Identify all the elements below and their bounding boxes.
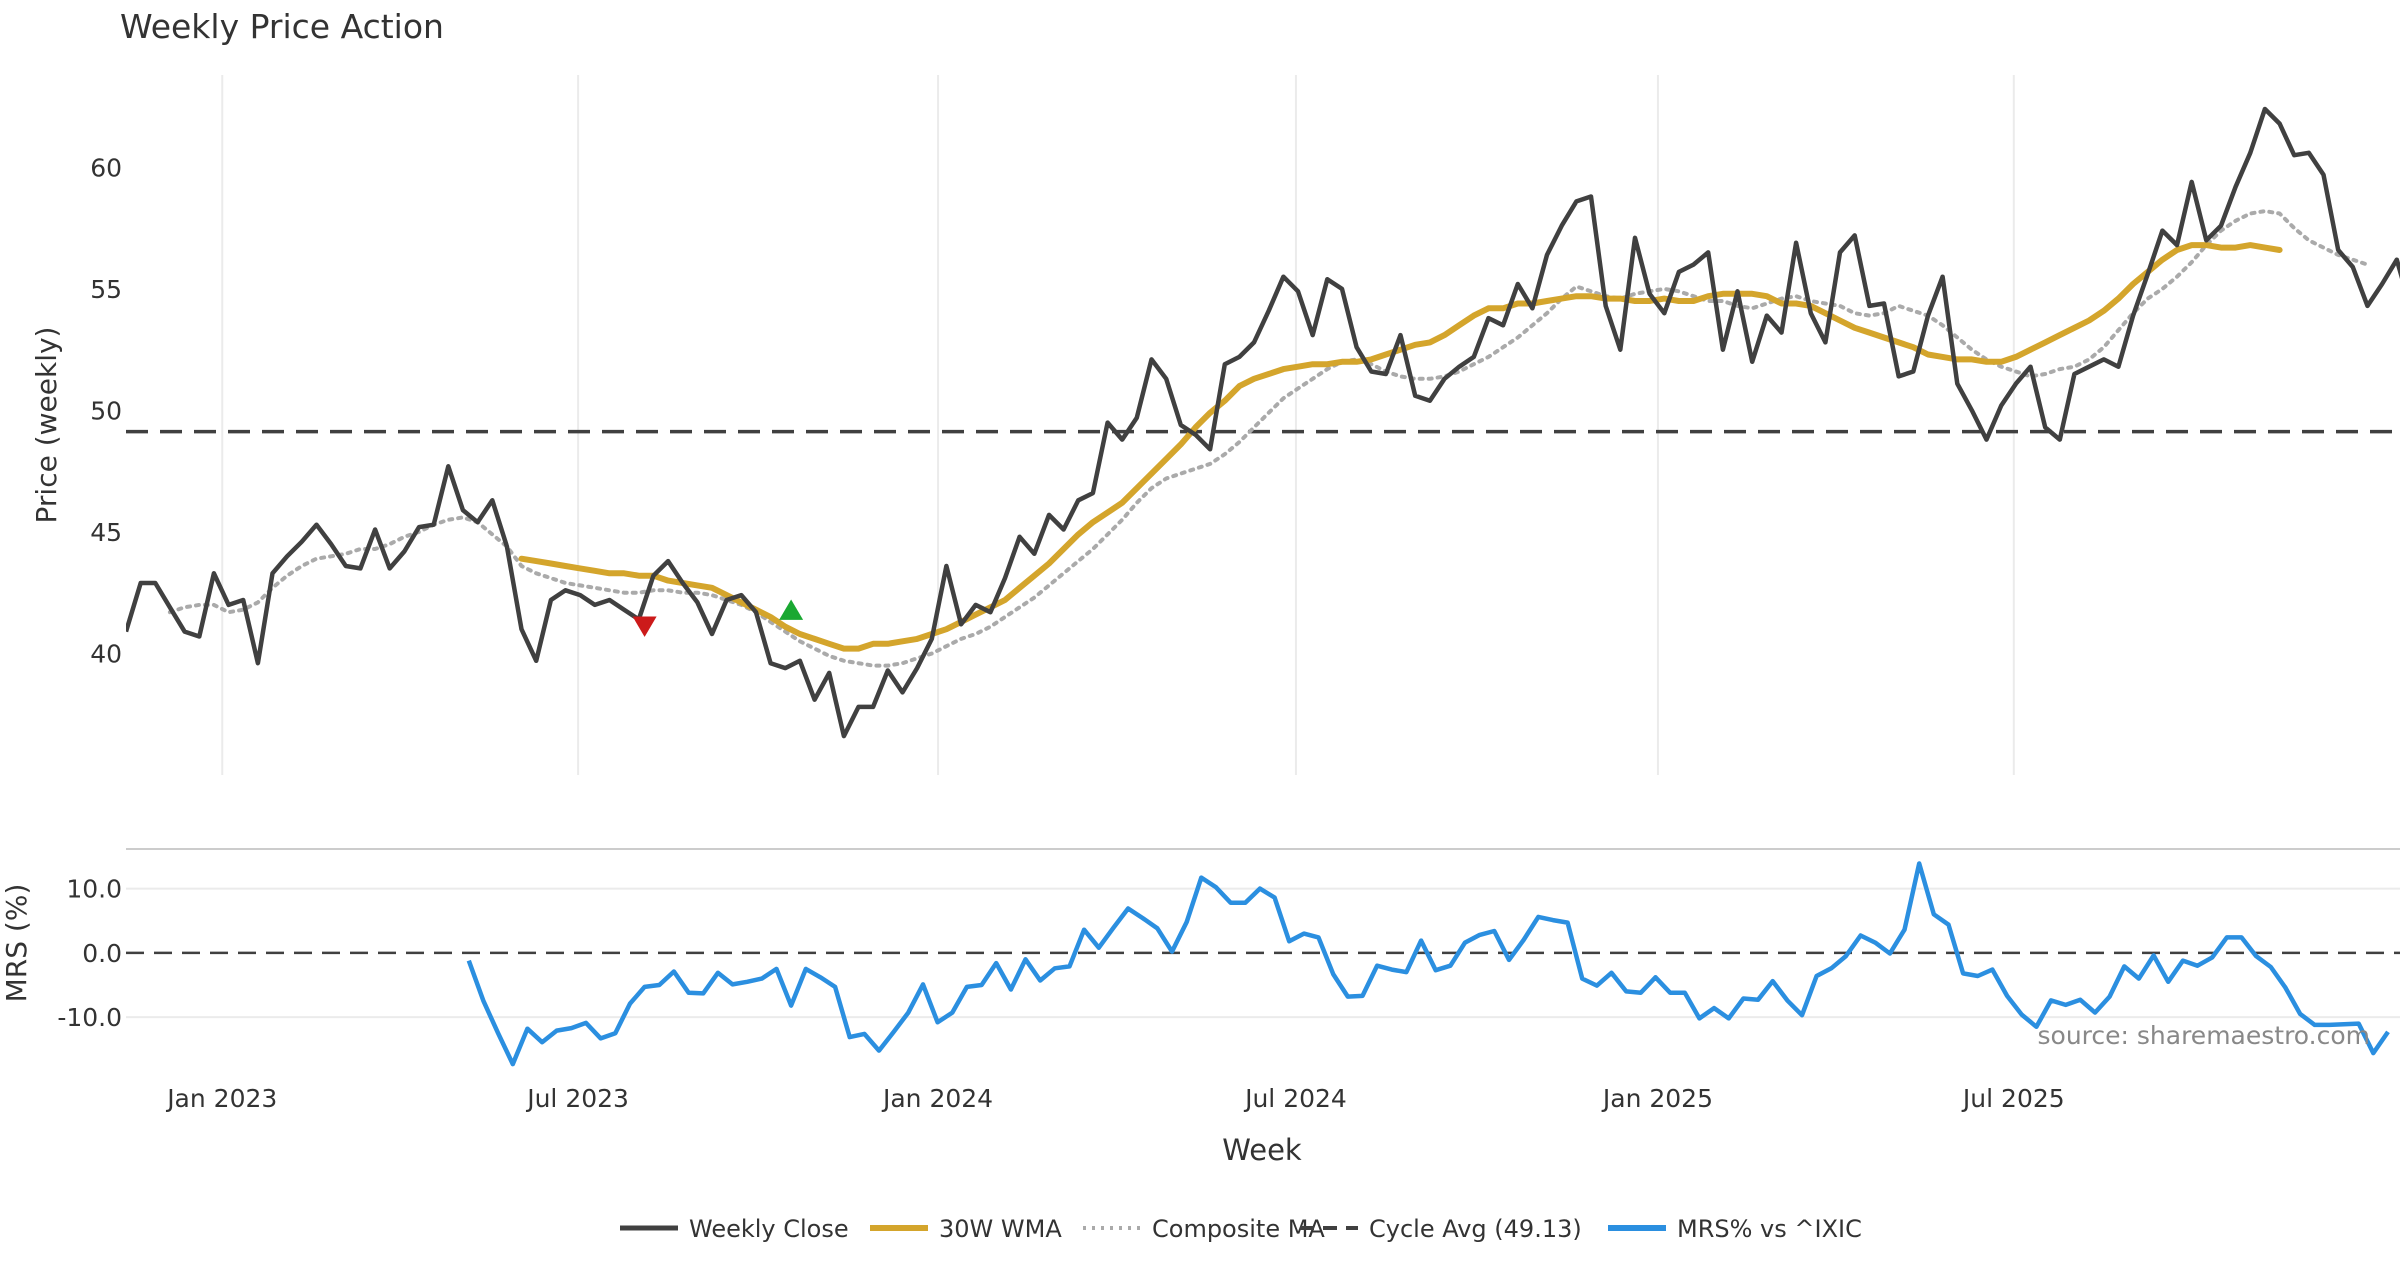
mrs-y-axis-label: MRS (%) [0, 884, 33, 1003]
x-tick-label: Jul 2024 [1243, 1084, 1347, 1113]
x-tick-label: Jan 2023 [165, 1084, 277, 1113]
price-y-ticks: 40 45 50 55 60 [90, 153, 122, 668]
legend-label: Composite MA [1152, 1215, 1325, 1243]
sell-signal [632, 616, 657, 637]
x-axis-label: Week [1222, 1133, 1302, 1167]
legend-label: 30W WMA [939, 1215, 1062, 1243]
price-vertical-gridlines [221, 75, 2015, 775]
price-y-tick-label: 55 [90, 275, 122, 304]
legend-label: Cycle Avg (49.13) [1369, 1215, 1582, 1243]
price-y-tick-label: 60 [90, 153, 122, 182]
mrs-y-tick-label: 10.0 [66, 875, 122, 904]
signal-markers [632, 599, 804, 637]
price-y-tick-label: 50 [90, 396, 122, 425]
price-y-tick-label: 45 [90, 518, 122, 547]
price-y-tick-label: 40 [90, 639, 122, 668]
mrs-y-tick-label: -10.0 [57, 1003, 122, 1032]
x-tick-label: Jul 2025 [1961, 1084, 2065, 1113]
x-tick-label: Jul 2023 [525, 1084, 629, 1113]
chart-title: Weekly Price Action [120, 7, 444, 46]
legend: Weekly Close 30W WMA Composite MA Cycle Avg… [620, 1215, 1862, 1243]
price-y-axis-label: Price (weekly) [30, 327, 63, 524]
x-axis-ticks: Jan 2023 Jul 2023 Jan 2024 Jul 2024 Jan 2025… [165, 1084, 2064, 1113]
series-30w-wma [518, 242, 2283, 652]
mrs-y-tick-label: 0.0 [82, 939, 122, 968]
buy-signal [779, 599, 804, 620]
source-credit: source: sharemaestro.com [2038, 1021, 2371, 1050]
series-weekly-close [126, 106, 2400, 739]
price-panel: 40 45 50 55 60 Price (weekly) [30, 75, 2400, 775]
legend-label: Weekly Close [689, 1215, 849, 1243]
series-mrs-vs-ixic [466, 861, 2390, 1067]
x-tick-label: Jan 2025 [1601, 1084, 1713, 1113]
x-tick-label: Jan 2024 [881, 1084, 993, 1113]
mrs-y-ticks: 10.0 0.0 -10.0 [57, 875, 122, 1033]
mrs-panel: 10.0 0.0 -10.0 MRS (%) source: sharemaestr… [0, 848, 2400, 1067]
series-composite-ma [167, 209, 2370, 668]
legend-label: MRS% vs ^IXIC [1677, 1215, 1862, 1243]
